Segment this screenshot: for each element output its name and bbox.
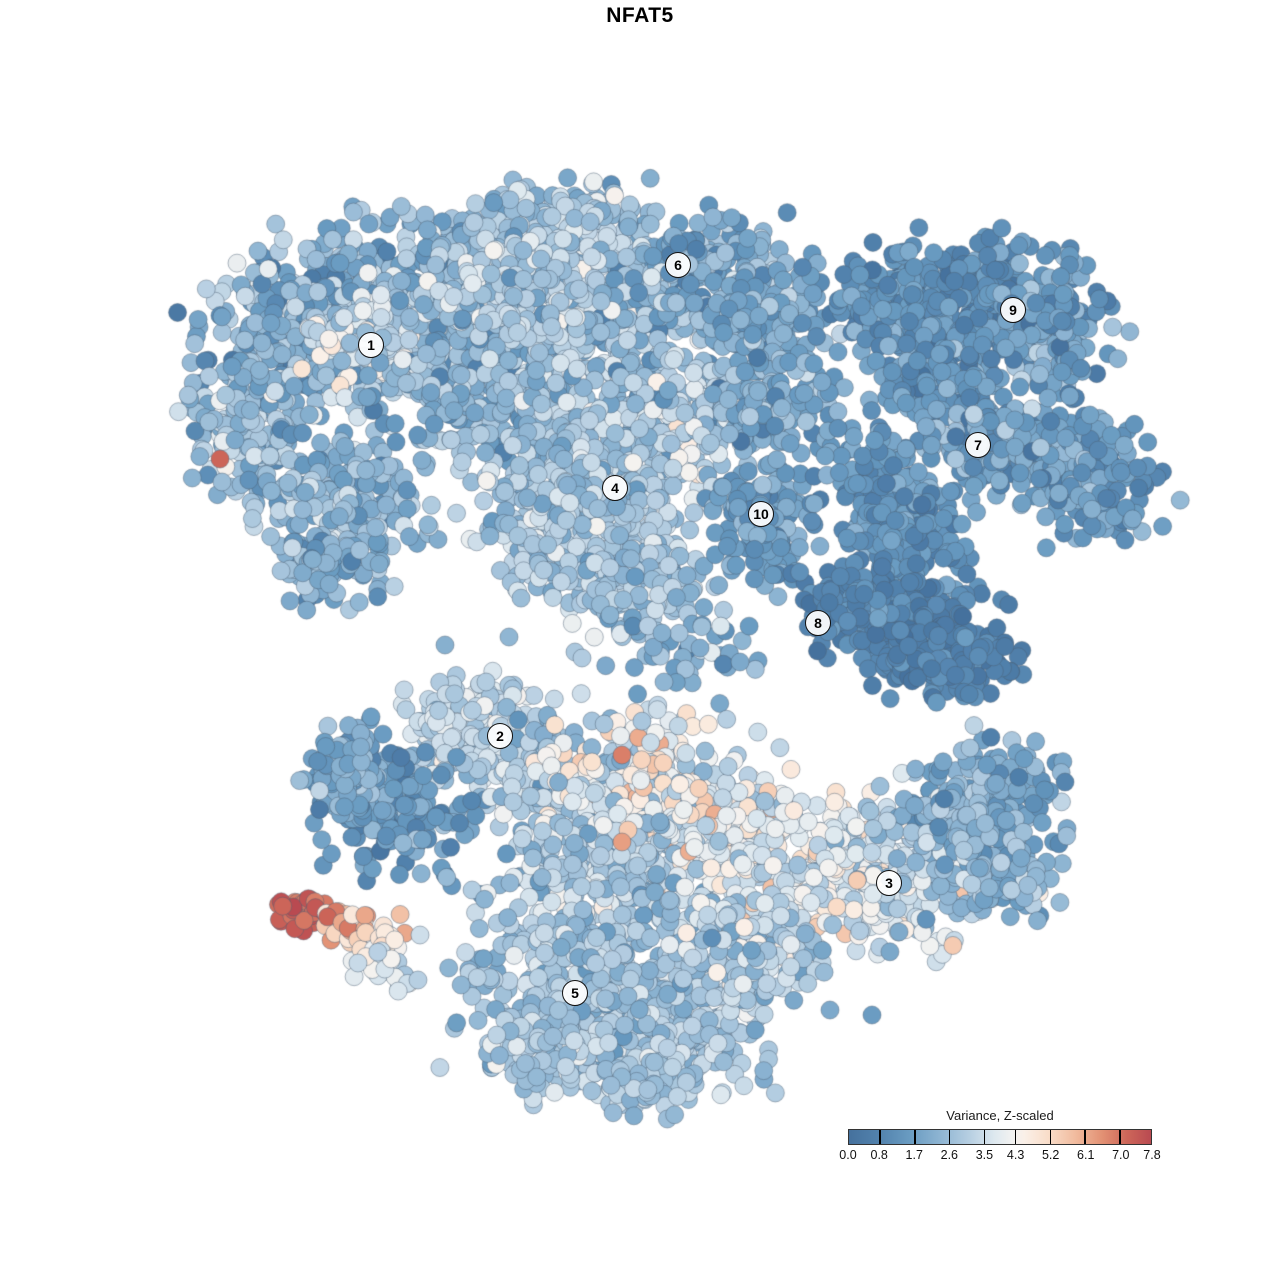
- cluster-label-1: 1: [358, 332, 384, 358]
- colorbar-tick-line: [1014, 1130, 1017, 1144]
- colorbar-tick-label: 1.7: [905, 1148, 923, 1162]
- cluster-label-6: 6: [665, 252, 691, 278]
- colorbar-tick-line: [1049, 1130, 1052, 1144]
- cluster-label-2: 2: [487, 723, 513, 749]
- colorbar-tick-label: 5.2: [1041, 1148, 1060, 1162]
- cluster-label-8: 8: [805, 610, 831, 636]
- colorbar-gradient: [848, 1129, 1152, 1145]
- colorbar-tick-label: 2.6: [940, 1148, 959, 1162]
- colorbar-tick-label: 6.1: [1077, 1148, 1095, 1162]
- colorbar-legend: Variance, Z-scaled 0.0 0.8 1.7 2.6 3.5 4.3 5.2…: [839, 1108, 1160, 1164]
- colorbar-tick-line: [1119, 1130, 1121, 1144]
- colorbar-tick-label: 0.0: [839, 1148, 857, 1162]
- colorbar-tick-label: 7.8: [1143, 1148, 1161, 1162]
- colorbar-tick-line: [879, 1130, 881, 1144]
- colorbar-tick-label: 0.8: [870, 1148, 888, 1162]
- colorbar-tick-label: 7.0: [1112, 1148, 1130, 1162]
- chart-title: NFAT5: [606, 4, 674, 27]
- colorbar-tick-line: [948, 1130, 951, 1144]
- cluster-label-10: 10: [748, 501, 774, 527]
- colorbar-tick-line: [1084, 1130, 1086, 1144]
- cluster-label-3: 3: [876, 870, 902, 896]
- cluster-label-4: 4: [602, 475, 628, 501]
- cluster-label-5: 5: [562, 980, 588, 1006]
- colorbar-tick-label: 3.5: [975, 1148, 994, 1162]
- cluster-label-9: 9: [1000, 297, 1026, 323]
- cluster-label-7: 7: [965, 432, 991, 458]
- colorbar-tick-labels: 0.0 0.8 1.7 2.6 3.5 4.3 5.2 6.1 7.0 7.8: [839, 1148, 1160, 1164]
- colorbar-tick-label: 4.3: [1006, 1148, 1025, 1162]
- colorbar-title: Variance, Z-scaled: [946, 1108, 1054, 1123]
- colorbar-tick-line: [983, 1130, 986, 1144]
- colorbar-tick-line: [914, 1130, 916, 1144]
